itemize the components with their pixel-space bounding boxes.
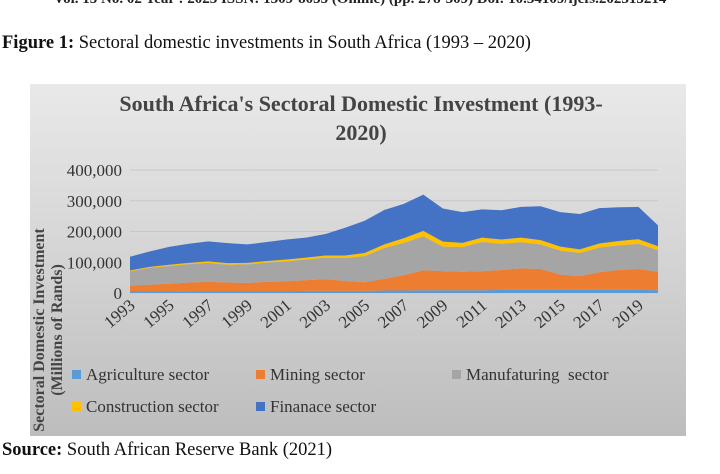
source-text: South African Reserve Bank (2021) bbox=[62, 440, 333, 460]
legend-swatch bbox=[72, 370, 81, 379]
area-series-agriculture-sector bbox=[130, 289, 658, 293]
y-axis-label-line-2: (Millions of Rands) bbox=[49, 264, 66, 396]
y-tick-label: 100,000 bbox=[67, 253, 122, 272]
legend-label: Construction sector bbox=[86, 397, 219, 416]
x-tick-label: 2013 bbox=[491, 296, 529, 332]
x-tick-label: 2007 bbox=[374, 295, 413, 332]
x-tick-label: 2011 bbox=[453, 296, 491, 332]
legend-label: Mining sector bbox=[270, 365, 365, 384]
figure-caption: Figure 1: Sectoral domestic investments … bbox=[2, 33, 531, 54]
x-tick-label: 2017 bbox=[570, 295, 609, 332]
source-label: Source: bbox=[2, 440, 63, 460]
legend-label: Finanace sector bbox=[270, 397, 377, 416]
x-tick-label: 2015 bbox=[531, 296, 569, 332]
figure-label: Figure 1: bbox=[2, 33, 75, 53]
chart-panel: 0 100,000 200,000 300,000 400,000 1993 1995 19… bbox=[30, 84, 686, 436]
legend-label: Manufaturing sector bbox=[466, 365, 609, 384]
x-tick-label: 2005 bbox=[335, 296, 373, 332]
area-series-construction-sector bbox=[130, 230, 658, 272]
area-series-finanace-sector bbox=[130, 194, 658, 271]
area-series-mining-sector bbox=[130, 268, 658, 292]
x-tick-label: 2019 bbox=[609, 296, 647, 332]
x-tick-label: 1997 bbox=[179, 295, 218, 332]
running-header-strip: Vol. 15 No. 02 Year : 2023 ISSN: 1309-80… bbox=[0, 0, 720, 12]
area-series-manufaturing-sector bbox=[130, 236, 658, 286]
legend-swatch bbox=[256, 370, 265, 379]
chart-title-line-1: South Africa's Sectoral Domestic Investm… bbox=[119, 91, 602, 116]
chart-title-line-2: 2020) bbox=[335, 120, 386, 145]
y-tick-label: 0 bbox=[114, 284, 123, 303]
x-tick-label: 2001 bbox=[257, 296, 295, 332]
y-axis-label-line-1: Sectoral Domestic Investment bbox=[31, 228, 48, 432]
x-tick-label: 2003 bbox=[296, 296, 334, 332]
legend-label: Agriculture sector bbox=[86, 365, 210, 384]
legend-swatch bbox=[452, 370, 461, 379]
x-tick-label: 1999 bbox=[218, 296, 256, 332]
y-tick-label: 400,000 bbox=[67, 161, 122, 180]
running-header-text: Vol. 15 No. 02 Year : 2023 ISSN: 1309-80… bbox=[0, 0, 720, 8]
source-note: Source: South African Reserve Bank (2021… bbox=[2, 440, 332, 461]
legend-swatch bbox=[72, 402, 81, 411]
x-tick-label: 1993 bbox=[100, 296, 138, 332]
x-tick-label: 2009 bbox=[413, 296, 451, 332]
figure-caption-text: Sectoral domestic investments in South A… bbox=[74, 33, 531, 53]
y-tick-label: 200,000 bbox=[67, 223, 122, 242]
legend-swatch bbox=[256, 402, 265, 411]
x-tick-label: 1995 bbox=[139, 296, 177, 332]
y-tick-label: 300,000 bbox=[67, 192, 122, 211]
